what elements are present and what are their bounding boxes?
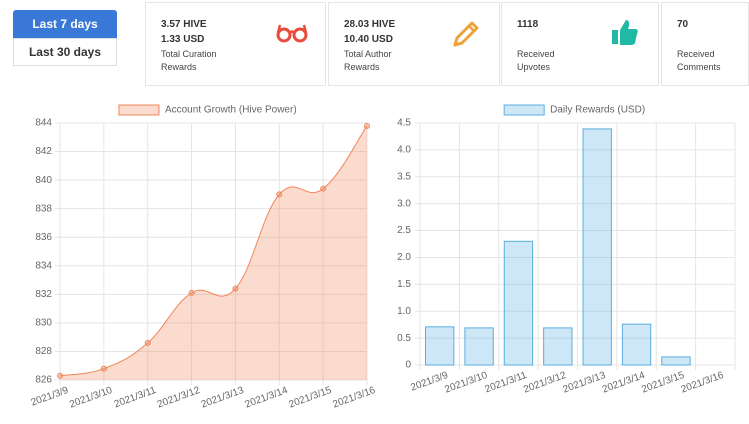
y-tick-label: 4.0	[397, 145, 411, 156]
point	[144, 339, 151, 346]
point	[188, 289, 195, 296]
point	[276, 191, 283, 198]
legend-label: Daily Rewards (USD)	[550, 105, 645, 116]
hive: 28.03 HIVE	[344, 19, 396, 30]
point	[320, 185, 327, 192]
hive: 3.57 HIVE	[161, 19, 207, 30]
x-tick-label: 2021/3/13	[200, 385, 246, 411]
legend-swatch	[503, 104, 545, 116]
legend-swatch	[118, 104, 160, 116]
y-tick-label: 3.5	[397, 171, 411, 182]
point	[232, 285, 239, 292]
y-tick-label: 1.0	[397, 306, 411, 317]
y-tick-label: 1.5	[397, 279, 411, 290]
stat-amount: 28.03 HIVE 10.40 USD	[344, 17, 395, 47]
x-tick-label: 2021/3/15	[640, 370, 686, 396]
stat-card: 28.03 HIVE 10.40 USD Total Author Rewards	[328, 2, 500, 86]
legend-label: Account Growth (Hive Power)	[165, 105, 297, 116]
y-tick-label: 842	[35, 146, 52, 157]
x-tick-label: 2021/3/10	[443, 370, 489, 396]
stat-card: 3.57 HIVE 1.33 USD Total Curation Rewards	[145, 2, 326, 86]
bar	[543, 327, 573, 366]
stat-amount: 70	[677, 19, 689, 30]
y-tick-label: 844	[35, 118, 52, 129]
x-tick-label: 2021/3/11	[113, 385, 158, 410]
x-tick-label: 2021/3/9	[30, 385, 71, 409]
bar	[503, 240, 534, 366]
x-tick-label: 2021/3/14	[601, 370, 647, 396]
y-tick-label: 0.5	[397, 333, 411, 344]
area	[60, 125, 367, 380]
x-tick-label: 2021/3/15	[287, 385, 333, 411]
stat-card: 70 Received Comments	[661, 2, 749, 86]
y-tick-label: 828	[35, 346, 52, 357]
x-tick-label: 2021/3/13	[562, 370, 608, 396]
y-tick-label: 2.0	[397, 252, 411, 263]
y-tick-label: 4.5	[397, 118, 411, 129]
line	[59, 125, 368, 377]
y-tick-label: 3.0	[397, 198, 411, 209]
x-tick-label: 2021/3/16	[680, 370, 726, 396]
y-tick-label: 830	[35, 318, 52, 329]
glasses-icon	[276, 24, 308, 43]
thumbs-up-icon	[612, 20, 638, 45]
usd: 10.40 USD	[344, 34, 393, 45]
stat-amount: 3.57 HIVE 1.33 USD	[161, 17, 207, 47]
y-tick-label: 0	[405, 360, 411, 371]
stat-label: Total Author Rewards	[344, 49, 392, 72]
filter-button[interactable]: Last 30 days	[13, 38, 117, 66]
usd: 1.33 USD	[161, 34, 205, 45]
bar	[582, 128, 612, 366]
pencil-icon	[453, 21, 479, 47]
y-tick-label: 838	[35, 203, 52, 214]
bar	[464, 327, 494, 366]
point	[364, 122, 370, 129]
y-tick-label: 836	[35, 232, 52, 243]
y-tick-label: 2.5	[397, 225, 411, 236]
y-tick-label: 832	[35, 289, 52, 300]
x-tick-label: 2021/3/12	[156, 385, 202, 411]
filter-button[interactable]: Last 7 days	[13, 10, 117, 38]
stat-label: Received Comments	[677, 49, 721, 72]
bar	[425, 326, 455, 366]
x-tick-label: 2021/3/9	[409, 370, 450, 394]
x-tick-label: 2021/3/11	[483, 370, 528, 395]
stat-amount: 1118	[517, 19, 539, 30]
y-tick-label: 840	[35, 175, 52, 186]
x-tick-label: 2021/3/10	[68, 385, 114, 411]
y-tick-label: 834	[35, 260, 52, 271]
stat-card: 1118 Received Upvotes	[501, 2, 659, 86]
bar	[621, 323, 652, 366]
bar	[661, 356, 691, 366]
stat-label: Total Curation Rewards	[161, 49, 217, 72]
y-tick-label: 826	[35, 375, 52, 386]
stat-label: Received Upvotes	[517, 49, 555, 72]
point	[57, 372, 63, 379]
x-tick-label: 2021/3/16	[331, 385, 377, 411]
x-tick-label: 2021/3/14	[244, 385, 290, 411]
x-tick-label: 2021/3/12	[522, 370, 568, 396]
point	[100, 365, 107, 372]
